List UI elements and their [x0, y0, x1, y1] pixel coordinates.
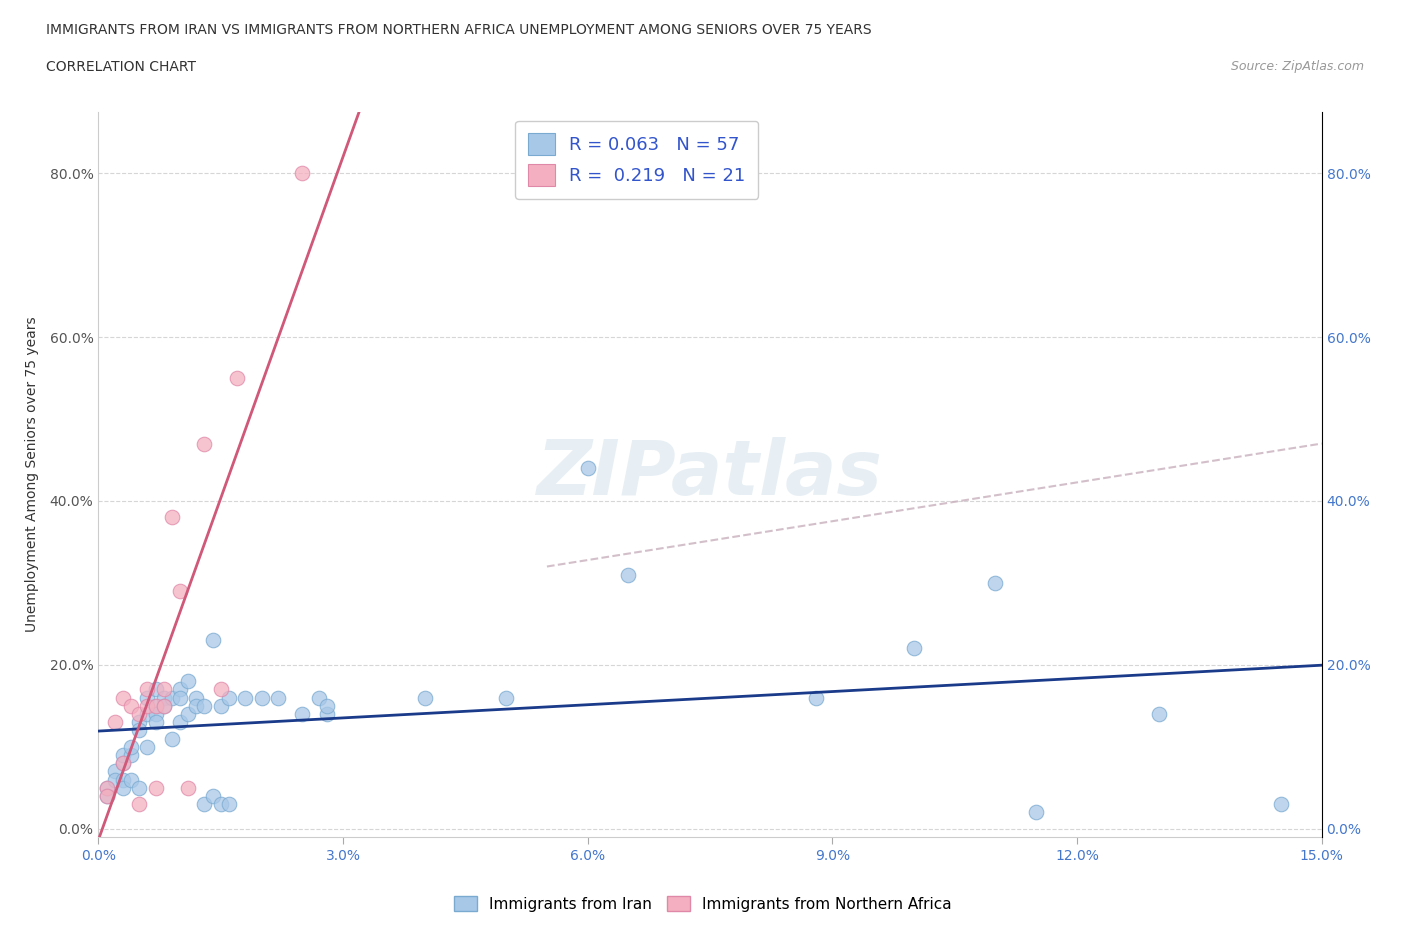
Point: [152, 690, 174, 705]
Text: ZIPatlas: ZIPatlas: [537, 437, 883, 512]
Point: [160, 690, 183, 705]
Point: [128, 715, 150, 730]
Point: [1270, 797, 1292, 812]
Legend: Immigrants from Iran, Immigrants from Northern Africa: Immigrants from Iran, Immigrants from No…: [449, 889, 957, 918]
Point: [495, 690, 517, 705]
Point: [128, 707, 150, 722]
Point: [120, 739, 142, 754]
Point: [96, 789, 118, 804]
Text: CORRELATION CHART: CORRELATION CHART: [46, 60, 197, 74]
Point: [193, 436, 215, 451]
Point: [128, 797, 150, 812]
Point: [152, 698, 174, 713]
Point: [267, 690, 290, 705]
Point: [104, 715, 127, 730]
Point: [104, 764, 127, 778]
Point: [136, 739, 159, 754]
Point: [111, 756, 134, 771]
Point: [136, 682, 159, 697]
Point: [201, 789, 224, 804]
Point: [169, 715, 191, 730]
Point: [145, 698, 167, 713]
Y-axis label: Unemployment Among Seniors over 75 years: Unemployment Among Seniors over 75 years: [24, 316, 38, 632]
Point: [136, 698, 159, 713]
Point: [233, 690, 256, 705]
Point: [111, 756, 134, 771]
Point: [160, 731, 183, 746]
Point: [120, 698, 142, 713]
Point: [120, 772, 142, 787]
Point: [413, 690, 436, 705]
Point: [903, 641, 925, 656]
Text: IMMIGRANTS FROM IRAN VS IMMIGRANTS FROM NORTHERN AFRICA UNEMPLOYMENT AMONG SENIO: IMMIGRANTS FROM IRAN VS IMMIGRANTS FROM …: [46, 23, 872, 37]
Point: [145, 780, 167, 795]
Point: [226, 370, 249, 385]
Point: [218, 690, 240, 705]
Point: [128, 780, 150, 795]
Point: [315, 698, 337, 713]
Point: [111, 690, 134, 705]
Point: [145, 715, 167, 730]
Point: [145, 682, 167, 697]
Point: [169, 682, 191, 697]
Point: [169, 584, 191, 599]
Point: [96, 780, 118, 795]
Point: [177, 780, 200, 795]
Point: [160, 510, 183, 525]
Point: [804, 690, 827, 705]
Point: [209, 698, 232, 713]
Point: [984, 576, 1007, 591]
Point: [152, 698, 174, 713]
Point: [186, 690, 208, 705]
Point: [145, 707, 167, 722]
Text: Source: ZipAtlas.com: Source: ZipAtlas.com: [1230, 60, 1364, 73]
Point: [128, 723, 150, 737]
Point: [177, 707, 200, 722]
Point: [152, 682, 174, 697]
Point: [1147, 707, 1170, 722]
Point: [136, 690, 159, 705]
Point: [96, 789, 118, 804]
Point: [145, 698, 167, 713]
Point: [308, 690, 330, 705]
Point: [209, 797, 232, 812]
Point: [291, 166, 314, 180]
Legend: R = 0.063   N = 57, R =  0.219   N = 21: R = 0.063 N = 57, R = 0.219 N = 21: [515, 121, 758, 199]
Point: [1025, 805, 1047, 820]
Point: [111, 772, 134, 787]
Point: [315, 707, 337, 722]
Point: [193, 797, 215, 812]
Point: [169, 690, 191, 705]
Point: [104, 772, 127, 787]
Point: [111, 748, 134, 763]
Point: [218, 797, 240, 812]
Point: [576, 460, 599, 475]
Point: [209, 682, 232, 697]
Point: [250, 690, 273, 705]
Point: [120, 748, 142, 763]
Point: [186, 698, 208, 713]
Point: [201, 632, 224, 647]
Point: [136, 707, 159, 722]
Point: [617, 567, 640, 582]
Point: [111, 780, 134, 795]
Point: [291, 707, 314, 722]
Point: [177, 674, 200, 689]
Point: [193, 698, 215, 713]
Point: [96, 780, 118, 795]
